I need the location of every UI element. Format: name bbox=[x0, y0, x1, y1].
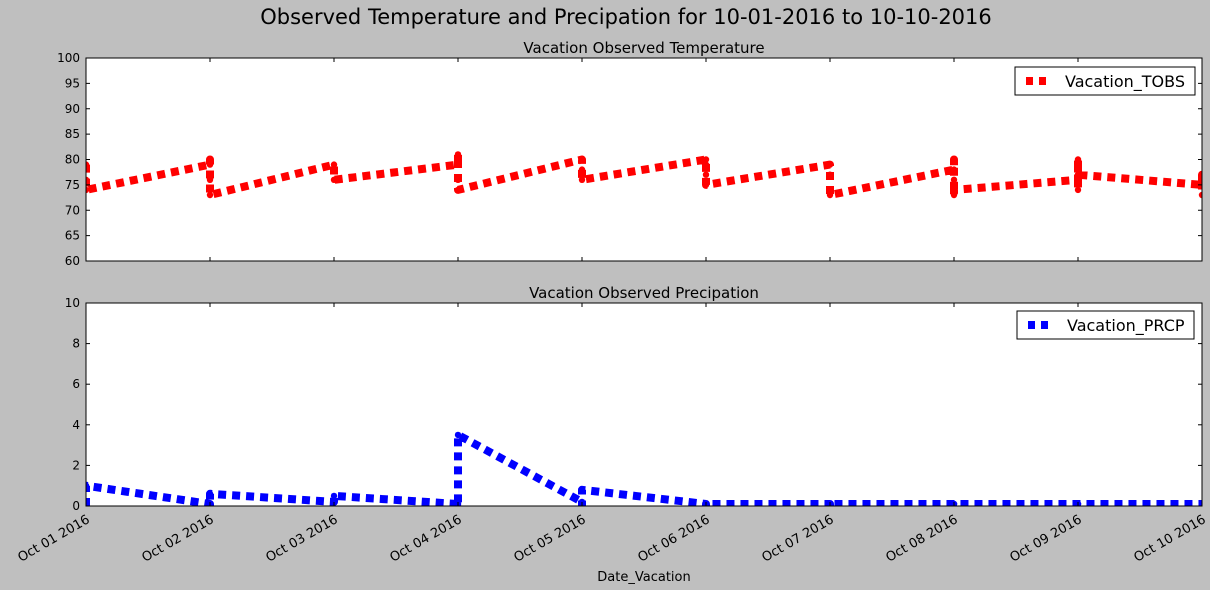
data-point bbox=[702, 156, 710, 163]
data-point bbox=[1198, 191, 1202, 199]
data-point bbox=[86, 161, 90, 168]
panel-title: Vacation Observed Precipation bbox=[529, 284, 759, 302]
data-point bbox=[206, 490, 214, 497]
data-point bbox=[826, 191, 834, 199]
data-point bbox=[206, 156, 214, 163]
data-point bbox=[330, 161, 338, 168]
y-tick-label: 10 bbox=[65, 296, 80, 310]
x-tick-label: Oct 02 2016 bbox=[139, 512, 216, 565]
x-tick-label: Oct 08 2016 bbox=[883, 512, 960, 565]
y-tick-label: 6 bbox=[72, 377, 80, 391]
data-point bbox=[206, 161, 214, 168]
y-tick-label: 95 bbox=[65, 76, 80, 90]
legend: Vacation_PRCP bbox=[1016, 310, 1195, 340]
data-point bbox=[578, 156, 586, 163]
y-tick-label: 75 bbox=[65, 178, 80, 192]
data-point bbox=[330, 166, 338, 173]
data-point bbox=[950, 156, 958, 163]
data-point bbox=[330, 176, 338, 183]
data-point bbox=[206, 191, 214, 199]
x-tick-label: Oct 03 2016 bbox=[263, 512, 340, 565]
data-point bbox=[826, 161, 834, 168]
y-tick-label: 60 bbox=[65, 254, 80, 268]
figure-suptitle: Observed Temperature and Precipation for… bbox=[260, 5, 992, 29]
y-tick-label: 100 bbox=[57, 51, 80, 65]
data-point bbox=[454, 156, 462, 163]
data-point bbox=[950, 166, 958, 173]
y-tick-label: 80 bbox=[65, 153, 80, 167]
data-point bbox=[950, 176, 958, 183]
plot-area bbox=[86, 303, 1202, 506]
data-point bbox=[454, 151, 462, 158]
data-point bbox=[330, 498, 338, 506]
data-point bbox=[578, 166, 586, 173]
x-tick-label: Oct 07 2016 bbox=[759, 512, 836, 565]
panel-title: Vacation Observed Temperature bbox=[523, 39, 764, 57]
legend: Vacation_TOBS bbox=[1014, 66, 1196, 96]
x-tick-label: Oct 04 2016 bbox=[387, 512, 464, 565]
data-point bbox=[86, 186, 90, 194]
data-point bbox=[206, 176, 214, 183]
data-point bbox=[702, 161, 710, 168]
y-tick-label: 65 bbox=[65, 229, 80, 243]
series-Vacation_TOBS bbox=[86, 150, 1202, 199]
data-point bbox=[1198, 500, 1202, 506]
data-point bbox=[86, 502, 90, 506]
y-tick-label: 0 bbox=[72, 499, 80, 513]
data-point bbox=[702, 181, 710, 189]
legend-label: Vacation_PRCP bbox=[1067, 316, 1185, 336]
data-point bbox=[1074, 156, 1082, 163]
y-tick-label: 8 bbox=[72, 337, 80, 351]
x-tick-label: Oct 06 2016 bbox=[635, 512, 712, 565]
data-point bbox=[454, 176, 462, 183]
x-axis-label: Date_Vacation bbox=[597, 570, 690, 585]
data-point bbox=[578, 171, 586, 178]
axes-frame bbox=[85, 302, 1203, 507]
chart-panel-1: 60 65 70 75 80 85 90 95 100 Vacation Observed Tem… bbox=[57, 39, 1203, 268]
data-point bbox=[454, 431, 462, 439]
x-tick-label: Oct 09 2016 bbox=[1007, 512, 1084, 565]
data-point bbox=[578, 486, 586, 493]
data-point bbox=[950, 186, 958, 194]
chart-panel-2: 0 2 4 6 8 10 Oct 01 2016 Oct 02 2016 Oct 03 2016… bbox=[15, 284, 1208, 566]
data-point bbox=[1074, 166, 1082, 173]
data-point bbox=[702, 171, 710, 178]
data-point bbox=[826, 171, 834, 178]
x-tick-label: Oct 01 2016 bbox=[15, 512, 92, 565]
y-tick-label: 2 bbox=[72, 458, 80, 472]
data-point bbox=[454, 161, 462, 168]
data-point bbox=[86, 482, 90, 489]
y-tick-label: 4 bbox=[72, 418, 80, 432]
data-point bbox=[578, 176, 586, 183]
data-point bbox=[206, 171, 214, 178]
data-point bbox=[1074, 186, 1082, 194]
data-point bbox=[330, 492, 338, 500]
y-tick-label: 90 bbox=[65, 102, 80, 116]
y-tick-label: 70 bbox=[65, 203, 80, 217]
y-tick-label: 85 bbox=[65, 127, 80, 141]
legend-label: Vacation_TOBS bbox=[1065, 72, 1185, 92]
x-tick-label: Oct 10 2016 bbox=[1131, 512, 1208, 565]
data-point bbox=[1074, 171, 1082, 178]
data-point bbox=[950, 191, 958, 199]
data-point bbox=[86, 176, 90, 183]
data-point bbox=[454, 186, 462, 194]
x-tick-label: Oct 05 2016 bbox=[511, 512, 588, 565]
data-point bbox=[1074, 176, 1082, 183]
data-point bbox=[1198, 171, 1202, 178]
